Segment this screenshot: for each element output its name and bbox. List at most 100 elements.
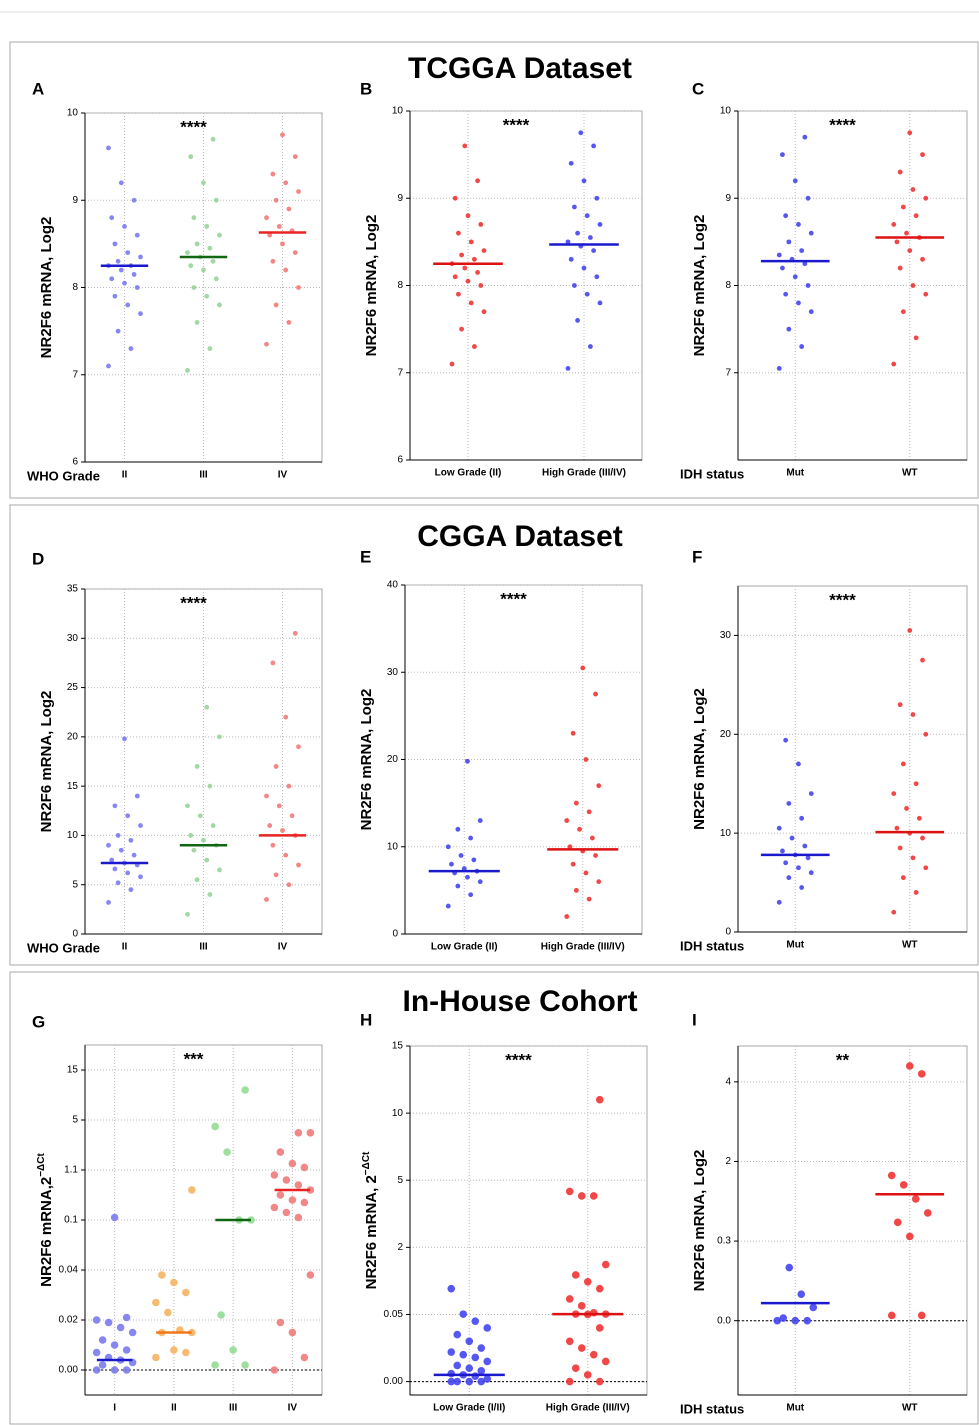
data-dot	[583, 1371, 592, 1379]
data-dot	[270, 1171, 279, 1179]
data-dot	[296, 285, 301, 290]
data-dot	[276, 1191, 285, 1199]
data-dot	[589, 1308, 598, 1317]
data-dot	[447, 1369, 456, 1378]
data-dot	[802, 843, 808, 849]
y-axis-label: NR2F6 mRNA, 2−ΔCt	[361, 1151, 380, 1289]
data-dot	[796, 300, 801, 306]
data-dot	[453, 1377, 462, 1386]
y-tick-label: 2	[725, 1156, 731, 1167]
data-dot	[122, 1346, 131, 1354]
data-dot	[920, 152, 925, 158]
data-dot	[286, 206, 292, 212]
x-tick-label: WT	[902, 468, 918, 479]
y-tick-label: 15	[392, 1041, 404, 1052]
data-dot	[283, 180, 289, 186]
data-dot	[445, 844, 451, 850]
data-dot	[462, 265, 468, 271]
data-dot	[783, 737, 789, 743]
data-dot	[282, 1208, 291, 1217]
data-dot	[577, 1192, 586, 1200]
data-dot	[483, 1324, 492, 1332]
data-dot	[270, 258, 276, 264]
data-dot	[283, 852, 289, 858]
data-dot	[106, 145, 111, 151]
data-dot	[465, 874, 470, 880]
data-dot	[913, 781, 919, 787]
data-dot	[296, 744, 301, 750]
y-tick-label: 35	[67, 584, 79, 595]
data-dot	[204, 224, 210, 229]
data-dot	[292, 630, 298, 636]
data-dot	[572, 283, 577, 288]
data-dot	[465, 1364, 474, 1372]
y-tick-label: 10	[67, 830, 79, 841]
data-dot	[799, 885, 805, 890]
data-dot	[204, 704, 210, 710]
data-dot	[273, 302, 279, 308]
data-dot	[596, 783, 602, 789]
data-dot	[452, 274, 458, 280]
panel-letter: H	[360, 1010, 372, 1029]
data-dot	[779, 1314, 788, 1322]
data-dot	[191, 215, 197, 221]
y-tick-label: 15	[67, 1065, 79, 1076]
data-dot	[456, 291, 461, 297]
data-dot	[122, 280, 127, 286]
panel-letter: A	[32, 79, 44, 98]
data-dot	[913, 335, 919, 341]
x-tick-label: II	[171, 1403, 177, 1414]
data-dot	[581, 178, 587, 184]
y-tick-label: 8	[397, 280, 403, 291]
y-tick-label: 5	[72, 879, 78, 890]
data-dot	[923, 195, 929, 201]
data-dot	[118, 267, 124, 273]
data-dot	[481, 309, 487, 315]
data-dot	[465, 1377, 474, 1386]
data-dot	[571, 1364, 580, 1372]
data-dot	[907, 248, 913, 254]
data-dot	[577, 1302, 586, 1310]
data-dot	[185, 250, 190, 256]
data-dot	[201, 180, 206, 186]
data-dot	[471, 857, 477, 863]
data-dot	[294, 1181, 303, 1189]
data-dot	[471, 1317, 480, 1325]
data-dot	[465, 758, 470, 764]
data-dot	[267, 823, 273, 828]
data-dot	[570, 730, 576, 736]
data-dot	[273, 764, 279, 769]
data-dot	[468, 835, 474, 841]
data-dot	[276, 803, 282, 809]
x-tick-label: III	[229, 1403, 238, 1414]
y-tick-label: 8	[725, 280, 731, 291]
data-dot	[276, 1148, 285, 1156]
y-axis-label-sup: −ΔCt	[36, 1153, 47, 1177]
data-dot	[445, 903, 451, 909]
data-dot	[264, 215, 269, 221]
data-dot	[584, 213, 590, 219]
data-dot	[201, 837, 206, 843]
data-dot	[595, 1095, 604, 1104]
data-dot	[211, 1122, 219, 1131]
data-dot	[477, 879, 483, 885]
y-tick-label: 0.1	[64, 1215, 78, 1226]
data-dot	[292, 250, 298, 256]
data-dot	[783, 291, 789, 297]
data-dot	[204, 293, 210, 299]
data-dot	[210, 823, 216, 828]
data-dot	[808, 230, 814, 236]
data-dot	[459, 326, 464, 332]
data-dot	[799, 344, 805, 349]
x-tick-label: IV	[288, 1403, 298, 1414]
y-axis-label: NR2F6 mRNA,2−ΔCt	[36, 1153, 55, 1287]
data-dot	[910, 712, 916, 717]
data-dot	[597, 222, 603, 227]
y-axis-label: NR2F6 mRNA, Log2	[38, 691, 55, 833]
y-tick-label: 10	[67, 108, 79, 119]
data-dot	[170, 1346, 178, 1354]
data-dot	[780, 848, 785, 854]
data-dot	[792, 178, 798, 184]
data-dot	[565, 1377, 574, 1386]
data-dot	[583, 870, 589, 876]
